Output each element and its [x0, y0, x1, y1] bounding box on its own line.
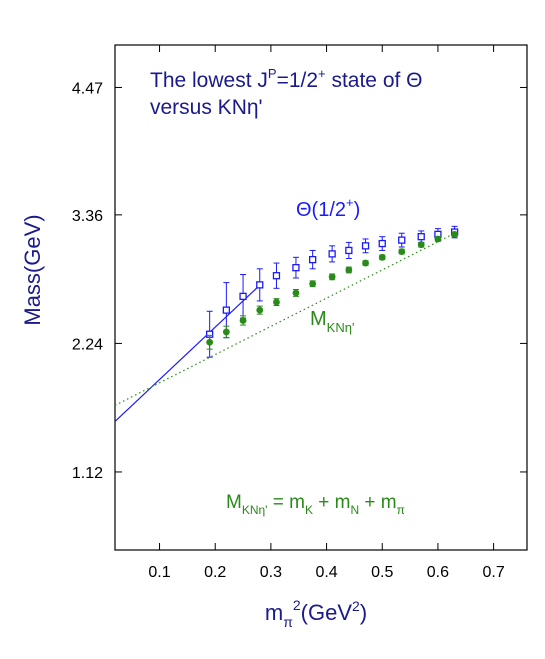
marker-square — [398, 236, 406, 244]
marker-circle — [398, 248, 406, 255]
x-tick-label: 0.7 — [482, 564, 504, 581]
marker-square — [256, 281, 264, 289]
x-tick-label: 0.4 — [315, 564, 337, 581]
data-point — [417, 230, 425, 243]
chart-title-line2: versus KNη' — [150, 96, 263, 119]
y-axis-label: Mass(GeV) — [20, 214, 45, 325]
y-tick-label: 2.24 — [72, 336, 103, 353]
y-tick-label: 1.12 — [72, 465, 103, 482]
data-point — [256, 268, 264, 302]
y-tick-label: 3.36 — [72, 208, 103, 225]
chart-title-line1: The lowest JP=1/2+ state of Θ — [150, 66, 423, 92]
marker-square — [378, 239, 386, 248]
x-tick-label: 0.1 — [148, 564, 170, 581]
marker-square — [417, 233, 425, 241]
data-point — [328, 245, 336, 263]
marker-square — [292, 264, 300, 272]
x-tick-label: 0.2 — [204, 564, 226, 581]
marker-square — [239, 292, 247, 301]
data-point — [328, 273, 336, 281]
marker-square — [308, 255, 317, 264]
data-point — [417, 241, 425, 249]
marker-square — [361, 242, 370, 250]
data-point — [308, 249, 317, 270]
data-point — [345, 266, 353, 274]
x-tick-label: 0.6 — [427, 564, 449, 581]
data-point — [345, 241, 353, 259]
marker-circle — [434, 235, 442, 243]
plot-frame — [114, 44, 528, 551]
marker-circle — [417, 241, 425, 249]
marker-square — [345, 246, 353, 255]
data-point — [398, 232, 406, 248]
x-tick-label: 0.3 — [260, 564, 282, 581]
data-point — [378, 253, 386, 261]
data-point — [239, 274, 247, 319]
marker-square — [328, 250, 336, 258]
data-point — [273, 298, 280, 307]
marker-circle — [378, 253, 386, 261]
marker-circle — [362, 259, 369, 267]
fit-line-1 — [114, 232, 455, 406]
marker-circle — [451, 230, 459, 238]
data-point — [239, 315, 247, 326]
y-tick-label: 4.47 — [72, 80, 103, 97]
data-point — [205, 310, 214, 358]
marker-square — [272, 272, 281, 280]
data-point — [378, 236, 386, 251]
data-point — [292, 288, 300, 297]
data-point — [222, 325, 230, 339]
marker-circle — [206, 338, 214, 346]
marker-circle — [239, 317, 247, 324]
data-point — [309, 280, 317, 288]
data-point — [361, 238, 370, 254]
marker-square — [222, 306, 231, 314]
marker-circle — [273, 298, 280, 306]
axis-ticks: 0.1 0.2 0.3 0.4 0.5 0.6 0.7 1.12 2.24 3.36 4.47 — [72, 45, 527, 581]
marker-circle — [292, 289, 300, 297]
marker-circle — [222, 328, 230, 336]
data-point — [398, 248, 406, 255]
marker-circle — [256, 306, 264, 314]
marker-circle — [328, 273, 336, 281]
x-axis-label: mπ2(GeV2) — [265, 597, 367, 630]
marker-circle — [309, 280, 317, 288]
data-point — [451, 230, 459, 238]
fit-line-0 — [114, 282, 263, 422]
data-point — [434, 235, 442, 243]
data-point — [292, 256, 300, 279]
data-point — [362, 259, 369, 267]
formula-annotation: MKNη' = mK + mN + mπ — [226, 492, 405, 517]
x-tick-label: 0.5 — [371, 564, 393, 581]
fit-lines — [114, 232, 455, 422]
data-point — [206, 334, 214, 350]
marker-circle — [345, 266, 353, 274]
data-point — [272, 262, 281, 289]
series-label-kneta: MKNη' — [310, 308, 354, 335]
data-points — [205, 225, 459, 358]
data-point — [256, 305, 264, 315]
series-label-theta: Θ(1/2+) — [296, 195, 360, 221]
